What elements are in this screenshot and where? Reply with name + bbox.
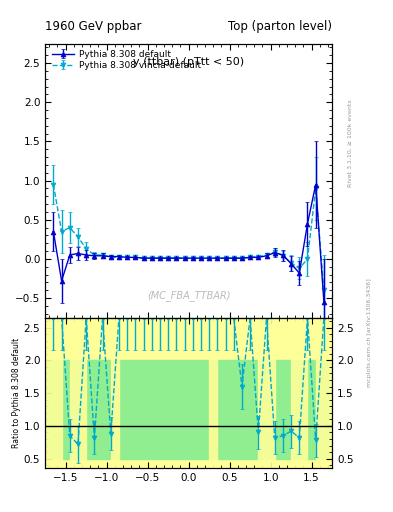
Bar	[70, 317, 86, 468]
Bar	[45, 317, 62, 468]
Text: 1960 GeV ppbar: 1960 GeV ppbar	[45, 20, 142, 33]
Text: Rivet 3.1.10, ≥ 100k events: Rivet 3.1.10, ≥ 100k events	[348, 99, 353, 187]
Text: mcplots.cern.ch [arXiv:1306.3436]: mcplots.cern.ch [arXiv:1306.3436]	[367, 279, 373, 387]
Text: (MC_FBA_TTBAR): (MC_FBA_TTBAR)	[147, 290, 230, 301]
Legend: Pythia 8.308 default, Pythia 8.308 vincia-default: Pythia 8.308 default, Pythia 8.308 vinci…	[50, 48, 202, 72]
Bar	[316, 317, 332, 468]
Bar	[291, 317, 307, 468]
Text: y (ttbar) (pTtt < 50): y (ttbar) (pTtt < 50)	[133, 57, 244, 67]
Bar	[111, 317, 119, 468]
Y-axis label: Ratio to Pythia 8.308 default: Ratio to Pythia 8.308 default	[12, 338, 21, 448]
Bar	[45, 317, 332, 468]
Bar	[258, 317, 275, 468]
Bar	[45, 360, 332, 459]
Text: Top (parton level): Top (parton level)	[228, 20, 332, 33]
Bar	[209, 317, 217, 468]
